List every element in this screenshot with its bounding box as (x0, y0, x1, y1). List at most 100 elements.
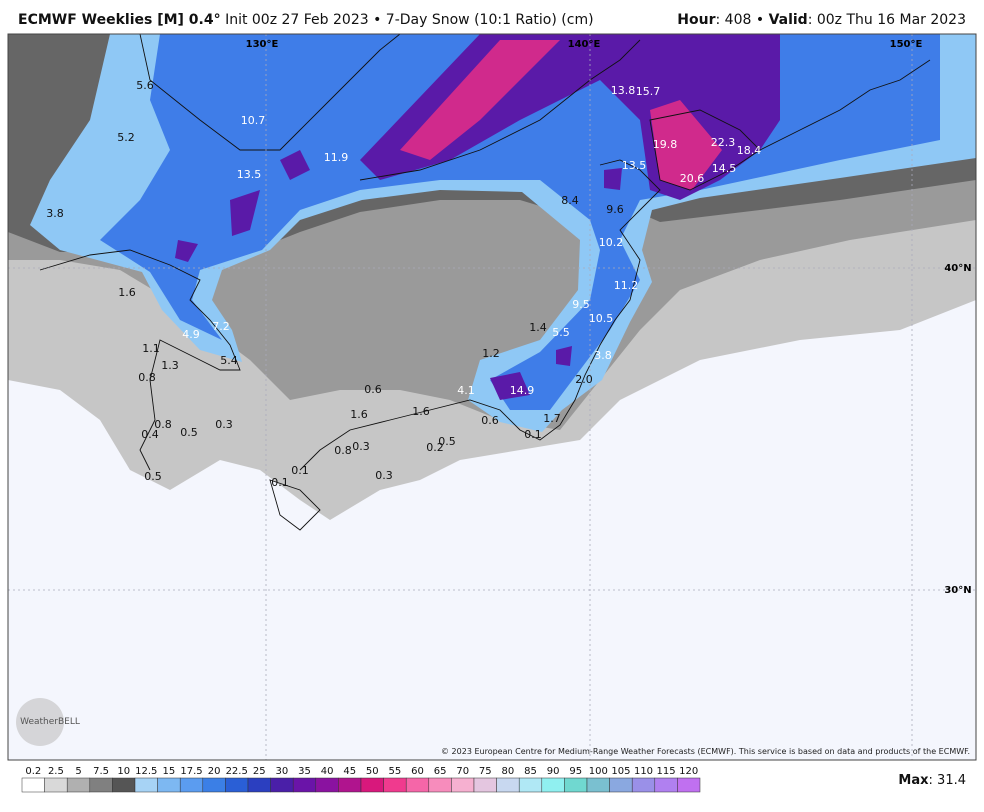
lon-label: 130°E (246, 39, 279, 50)
colorbar-label: 90 (547, 766, 560, 777)
colorbar-label: 60 (411, 766, 424, 777)
colorbar-swatch (89, 777, 113, 793)
point-value: 18.4 (737, 144, 762, 157)
max-value: Max: 31.4 (898, 773, 966, 788)
colorbar-label: 100 (589, 766, 608, 777)
point-value: 10.2 (599, 236, 624, 249)
field-magenta (400, 40, 722, 190)
hour-label: Hour (677, 12, 715, 28)
colorbar-swatch (21, 777, 45, 793)
colorbar-swatch (541, 777, 565, 793)
point-value: 9.5 (572, 298, 590, 311)
copyright: © 2023 European Centre for Medium-Range … (441, 747, 970, 756)
point-value: 5.5 (552, 326, 570, 339)
point-value: 14.9 (510, 384, 535, 397)
colorbar-swatch (338, 777, 362, 793)
colorbar-label: 80 (502, 766, 515, 777)
colorbar-swatch (179, 777, 204, 793)
point-value: 0.2 (426, 441, 444, 454)
point-value: 5.4 (220, 354, 238, 367)
valid-time: Hour: 408 • Valid: 00z Thu 16 Mar 2023 (677, 12, 966, 28)
colorbar-label: 45 (343, 766, 356, 777)
lon-label: 140°E (568, 39, 601, 50)
colorbar-label: 50 (366, 766, 379, 777)
max: : 31.4 (929, 773, 966, 788)
title-detail: Init 00z 27 Feb 2023 • 7-Day Snow (10:1 … (225, 12, 593, 28)
colorbar-swatch (157, 777, 181, 793)
colorbar-swatch (202, 777, 226, 793)
point-value: 0.8 (138, 371, 156, 384)
point-value: 7.2 (212, 320, 230, 333)
colorbar-label: 55 (389, 766, 402, 777)
point-value: 0.5 (438, 435, 456, 448)
colorbar-swatch (247, 777, 271, 793)
hour: : 408 • (716, 12, 769, 28)
coastlines (39, 34, 931, 531)
colorbar-swatch (270, 777, 294, 793)
colorbar-swatch (586, 777, 610, 793)
point-value: 22.3 (711, 136, 736, 149)
map-frame (7, 33, 977, 761)
logo: WeatherBELL (16, 698, 80, 746)
point-value: 1.3 (161, 359, 179, 372)
colorbar-label: 17.5 (180, 766, 202, 777)
colorbar-label: 22.5 (226, 766, 248, 777)
lat-label: 40°N (944, 263, 971, 274)
point-value: 20.6 (680, 172, 705, 185)
map: 130°E 140°E 150°E 40°N 30°N 5.6 5.2 10.7 11.9 13.… (7, 33, 977, 761)
valid: : 00z Thu 16 Mar 2023 (808, 12, 966, 28)
colorbar-swatch (518, 777, 543, 793)
colorbar-swatch (44, 777, 68, 793)
point-value: 5.6 (136, 79, 154, 92)
colorbar-label: 15 (163, 766, 176, 777)
colorbar-swatch (473, 777, 497, 793)
colorbar-label: 70 (456, 766, 469, 777)
colorbar-label: 75 (479, 766, 492, 777)
point-value: 0.6 (481, 414, 499, 427)
point-value: 10.5 (589, 312, 614, 325)
title-model: ECMWF Weeklies [M] 0.4° (18, 12, 221, 28)
colorbar-label: 85 (524, 766, 537, 777)
colorbar-swatch (564, 777, 588, 793)
colorbar-label: 7.5 (93, 766, 109, 777)
colorbar-label: 30 (276, 766, 289, 777)
point-value: 11.2 (614, 279, 639, 292)
map-labels: 130°E 140°E 150°E 40°N 30°N 5.6 5.2 10.7 11.9 13.… (46, 39, 971, 596)
point-value: 14.5 (712, 162, 737, 175)
valid-label: Valid (769, 12, 808, 28)
point-value: 2.0 (575, 373, 593, 386)
colorbar-swatch (609, 777, 633, 793)
colorbar-swatch (315, 777, 339, 793)
colorbar-label: 110 (634, 766, 653, 777)
point-value: 0.5 (144, 470, 162, 483)
point-value: 13.5 (622, 159, 647, 172)
colorbar-label: 40 (321, 766, 334, 777)
colorbar-swatch (112, 777, 136, 793)
point-value: 1.6 (350, 408, 368, 421)
point-value: 1.4 (529, 321, 547, 334)
title: ECMWF Weeklies [M] 0.4° Init 00z 27 Feb … (18, 12, 594, 28)
colorbar-label: 105 (611, 766, 630, 777)
point-value: 1.6 (412, 405, 430, 418)
colorbar-label: 2.5 (48, 766, 64, 777)
point-value: 0.3 (352, 440, 370, 453)
colorbar-swatch (360, 777, 384, 793)
point-value: 10.7 (241, 114, 266, 127)
colorbar-label: 115 (657, 766, 676, 777)
colorbar-swatch (405, 777, 430, 793)
point-value: 4.1 (457, 384, 475, 397)
point-value: 3.8 (46, 207, 64, 220)
colorbar-label: 12.5 (135, 766, 157, 777)
colorbar-label: 5 (75, 766, 81, 777)
colorbar-label: 120 (679, 766, 698, 777)
colorbar-swatch (677, 777, 701, 793)
colorbar-swatch (134, 777, 158, 793)
point-value: 1.1 (142, 342, 160, 355)
lon-label: 150°E (890, 39, 923, 50)
point-value: 1.7 (543, 412, 561, 425)
point-value: 0.5 (180, 426, 198, 439)
point-value: 0.1 (291, 464, 309, 477)
colorbar-label: 25 (253, 766, 266, 777)
point-value: 0.3 (215, 418, 233, 431)
